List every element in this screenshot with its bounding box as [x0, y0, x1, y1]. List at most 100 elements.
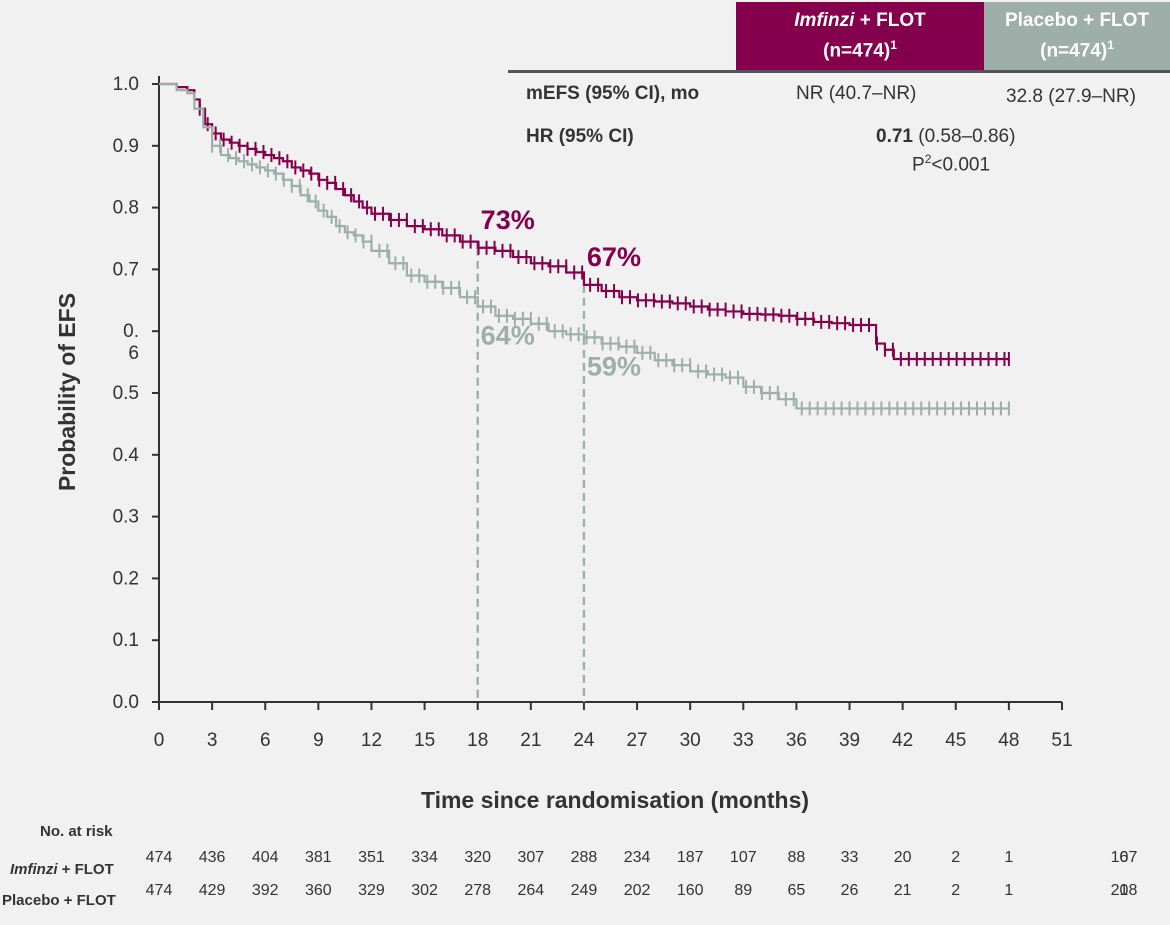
risk-count-placebo: 89 — [734, 882, 753, 899]
hr-row-label: HR (95% CI) — [526, 126, 634, 147]
y-tick-label: 1.0 — [113, 74, 139, 95]
risk-count-placebo: 278 — [464, 882, 492, 899]
risk-count-placebo: 249 — [570, 882, 598, 899]
risk-count-placebo: 0 — [1119, 882, 1129, 899]
risk-count-imfinzi: 288 — [570, 849, 598, 866]
x-tick-label: 6 — [260, 730, 271, 751]
y-axis-label: Probability of EFS — [54, 293, 80, 491]
y-tick-label: 0.0 — [113, 692, 139, 713]
risk-count-imfinzi: 351 — [358, 849, 385, 866]
placebo-column-header: Placebo + FLOT (n=474)1 — [984, 2, 1170, 70]
risk-count-placebo: 160 — [676, 882, 704, 899]
hr-confidence-interval: (0.58–0.86) — [912, 126, 1016, 147]
risk-count-placebo: 264 — [517, 882, 545, 899]
risk-count-placebo: 26 — [840, 882, 859, 899]
x-tick-label: 30 — [680, 730, 701, 751]
annotation-67pct: 67% — [587, 242, 641, 272]
risk-count-placebo: 392 — [251, 882, 279, 899]
placebo-footnote: 1 — [1107, 38, 1114, 53]
risk-count-imfinzi: 381 — [304, 849, 332, 866]
risk-count-imfinzi: 167 — [1110, 849, 1138, 866]
x-tick-label: 15 — [414, 730, 435, 751]
risk-count-imfinzi: 88 — [787, 849, 806, 866]
hr-point-estimate: 0.71 — [876, 126, 913, 147]
mefs-imfinzi-value: NR (40.7–NR) — [796, 83, 917, 104]
imfinzi-header-name: Imfinzi — [794, 10, 855, 32]
risk-count-placebo: 202 — [623, 882, 651, 899]
mefs-placebo-value: 32.8 (27.9–NR) — [1006, 86, 1136, 107]
risk-count-imfinzi: 1 — [1004, 849, 1014, 866]
p-value: P2<0.001 — [912, 152, 990, 176]
risk-count-placebo: 429 — [198, 882, 226, 899]
y-tick-label: 0.3 — [113, 507, 139, 528]
annotation-73pct: 73% — [481, 205, 535, 235]
placebo-header-n: (n=474) — [1040, 40, 1108, 62]
y-tick-label: 0.2 — [113, 568, 139, 589]
x-tick-label: 12 — [361, 730, 382, 751]
x-tick-label: 33 — [733, 730, 754, 751]
risk-count-imfinzi: 320 — [464, 849, 492, 866]
x-tick-label: 39 — [839, 730, 860, 751]
risk-count-imfinzi: 0 — [1119, 849, 1129, 866]
x-axis-label: Time since randomisation (months) — [421, 787, 809, 813]
risk-count-placebo: 474 — [145, 882, 173, 899]
p-footnote: 2 — [924, 152, 932, 166]
annotation-59pct: 59% — [587, 351, 641, 381]
hr-value: 0.71 (0.58–0.86) — [876, 126, 1015, 148]
p-value-text: <0.001 — [931, 154, 991, 176]
x-tick-label: 21 — [520, 730, 541, 751]
risk-count-imfinzi: 20 — [893, 849, 912, 866]
imfinzi-footnote: 1 — [890, 38, 897, 53]
y-tick-label: 0.7 — [113, 259, 139, 280]
y-tick-label: 0.8 — [113, 198, 139, 219]
risk-count-imfinzi: 334 — [411, 849, 438, 866]
risk-row-label-placebo: Placebo + FLOT — [2, 892, 116, 909]
x-tick-label: 0 — [154, 730, 165, 751]
risk-table-title: No. at risk — [40, 823, 113, 840]
y-tick-label: 0.9 — [113, 136, 139, 157]
risk-count-imfinzi: 474 — [145, 849, 173, 866]
p-prefix: P — [912, 154, 925, 176]
placebo-header-name: Placebo + FLOT — [1004, 10, 1150, 32]
risk-count-placebo: 360 — [304, 882, 332, 899]
x-tick-label: 48 — [998, 730, 1019, 751]
annotation-64pct: 64% — [481, 320, 535, 350]
reference-lines — [476, 247, 586, 702]
risk-count-imfinzi: 2 — [951, 849, 961, 866]
risk-count-placebo: 302 — [411, 882, 438, 899]
risk-count-placebo: 218 — [1110, 882, 1138, 899]
risk-count-placebo: 329 — [358, 882, 385, 899]
x-tick-label: 45 — [945, 730, 966, 751]
risk-label-imfinzi-italic: Imfinzi — [10, 861, 58, 878]
risk-count-imfinzi: 404 — [251, 849, 279, 866]
risk-count-imfinzi: 33 — [840, 849, 859, 866]
placebo-flot-curve — [159, 82, 1009, 410]
mefs-row-label: mEFS (95% CI), mo — [526, 83, 700, 104]
y-tick-label: 0.5 — [113, 383, 139, 404]
risk-count-imfinzi: 436 — [198, 849, 226, 866]
x-tick-label: 18 — [467, 730, 488, 751]
imfinzi-column-header: Imfinzi + FLOT (n=474)1 — [736, 2, 984, 70]
summary-table-divider — [508, 70, 1170, 73]
risk-count-imfinzi: 234 — [623, 849, 651, 866]
x-tick-label: 27 — [626, 730, 647, 751]
risk-row-label-imfinzi: Imfinzi + FLOT — [10, 861, 114, 878]
y-tick-label: 0.1 — [113, 630, 139, 651]
y-tick-label: 0.4 — [113, 445, 140, 466]
risk-count-placebo: 21 — [893, 882, 912, 899]
x-tick-label: 9 — [313, 730, 324, 751]
risk-count-placebo: 65 — [787, 882, 806, 899]
survival-curves — [159, 82, 1010, 416]
y-tick-label: 0. — [123, 321, 139, 342]
imfinzi-header-suffix: + FLOT — [854, 10, 926, 32]
x-tick-label: 51 — [1051, 730, 1072, 751]
y-tick-label: 6 — [128, 343, 139, 364]
imfinzi-header-n: (n=474) — [823, 40, 891, 62]
risk-label-imfinzi-rest: + FLOT — [57, 861, 114, 878]
risk-count-imfinzi: 307 — [517, 849, 545, 866]
x-tick-label: 36 — [786, 730, 807, 751]
x-tick-label: 42 — [892, 730, 913, 751]
percent-annotations: 73% 67% 64% 59% — [481, 205, 641, 382]
risk-count-imfinzi: 187 — [676, 849, 704, 866]
